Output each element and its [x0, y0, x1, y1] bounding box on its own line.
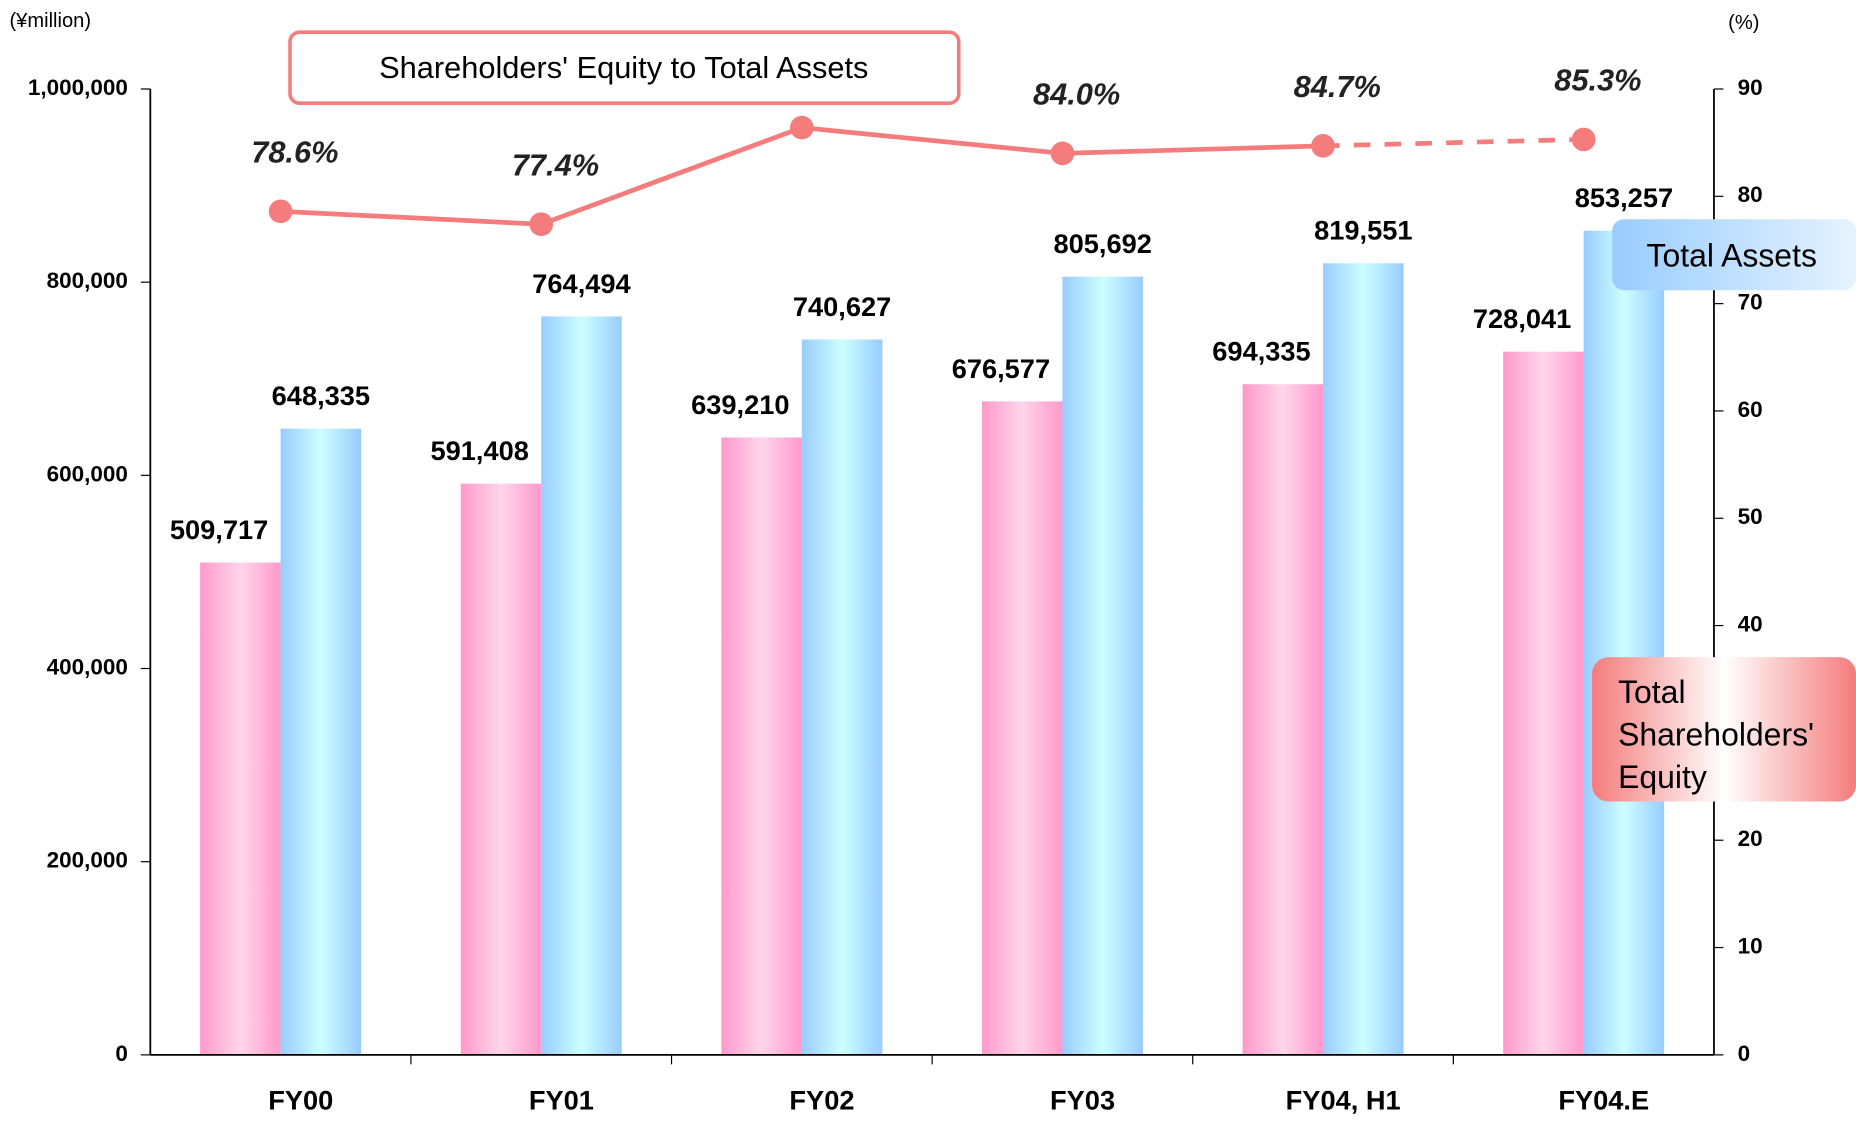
- bar: [1242, 384, 1324, 1055]
- bar-value-label: 648,335: [272, 380, 370, 411]
- bar-value-label: 639,210: [691, 389, 789, 420]
- line: [1322, 137, 1584, 149]
- legend-assets: Total Assets: [1647, 238, 1817, 274]
- y2-tick-label: 70: [1738, 290, 1763, 315]
- line-value-label: 77.4%: [512, 148, 599, 183]
- line-legend-box: [288, 30, 961, 105]
- line-point: [1571, 127, 1596, 152]
- bar-value-label: 764,494: [532, 268, 630, 299]
- bar-value-label: 819,551: [1314, 215, 1412, 246]
- bar: [1323, 263, 1404, 1055]
- line-point: [529, 212, 554, 237]
- legend-equity: Total Shareholders' Equity: [1618, 674, 1814, 795]
- y2-tick-label: 40: [1738, 612, 1763, 637]
- line-point: [1050, 141, 1075, 166]
- y2-tick-label: 60: [1738, 397, 1763, 422]
- y2-tick-label: 20: [1738, 826, 1763, 851]
- bar-value-label: 728,041: [1473, 303, 1571, 334]
- bar: [460, 483, 542, 1055]
- bar-value-label: 591,408: [430, 435, 528, 466]
- x-tick-label: FY02: [789, 1084, 854, 1115]
- y-tick-label: 0: [115, 1041, 128, 1066]
- y2-tick-label: 10: [1738, 933, 1763, 958]
- legend-equity-box: [1592, 657, 1856, 802]
- y-tick-label: 800,000: [47, 268, 128, 293]
- line-legend: Shareholders' Equity to Total Assets: [379, 50, 868, 85]
- y-tick-label: 1,000,000: [28, 75, 128, 100]
- line-value-label: 85.3%: [1554, 63, 1641, 98]
- line-value-label: 78.6%: [251, 135, 338, 170]
- bar: [981, 401, 1063, 1055]
- bar-value-label: 694,335: [1212, 336, 1310, 367]
- bar-value-label: 676,577: [952, 353, 1050, 384]
- line-value-label: 84.0%: [1033, 77, 1120, 112]
- line-value-label: 84.7%: [1294, 69, 1381, 104]
- bar-value-label: 805,692: [1053, 228, 1151, 259]
- bar: [1503, 351, 1584, 1055]
- x-tick-label: FY01: [529, 1084, 594, 1115]
- line: [280, 125, 1324, 227]
- y-tick-label: 400,000: [47, 654, 128, 679]
- line-point: [268, 199, 293, 224]
- bar: [1062, 276, 1143, 1055]
- unit-right: (%): [1728, 12, 1759, 34]
- y-tick-label: 600,000: [47, 461, 128, 486]
- bar: [721, 437, 802, 1055]
- y2-tick-label: 80: [1738, 182, 1763, 207]
- bar: [200, 562, 281, 1055]
- y2-tick-label: 50: [1738, 504, 1763, 529]
- line-point: [790, 115, 814, 140]
- unit-left: (¥million): [9, 10, 91, 32]
- x-tick-label: FY04.E: [1558, 1084, 1649, 1115]
- y2-tick-label: 0: [1738, 1041, 1750, 1066]
- x-tick-label: FY04, H1: [1286, 1084, 1401, 1115]
- x-tick-label: FY00: [268, 1084, 333, 1115]
- y2-tick-label: 90: [1738, 75, 1763, 100]
- y-tick-label: 200,000: [47, 848, 128, 873]
- bar: [1583, 230, 1665, 1055]
- x-tick-label: FY03: [1050, 1084, 1115, 1115]
- bar: [801, 339, 883, 1055]
- bar: [541, 316, 622, 1055]
- bar-value-label: 853,257: [1575, 182, 1673, 213]
- bar-value-label: 740,627: [793, 291, 891, 322]
- legend-assets-box: [1612, 219, 1856, 291]
- bar: [280, 428, 362, 1055]
- bar-value-label: 509,717: [170, 514, 268, 545]
- line-point: [1311, 134, 1335, 158]
